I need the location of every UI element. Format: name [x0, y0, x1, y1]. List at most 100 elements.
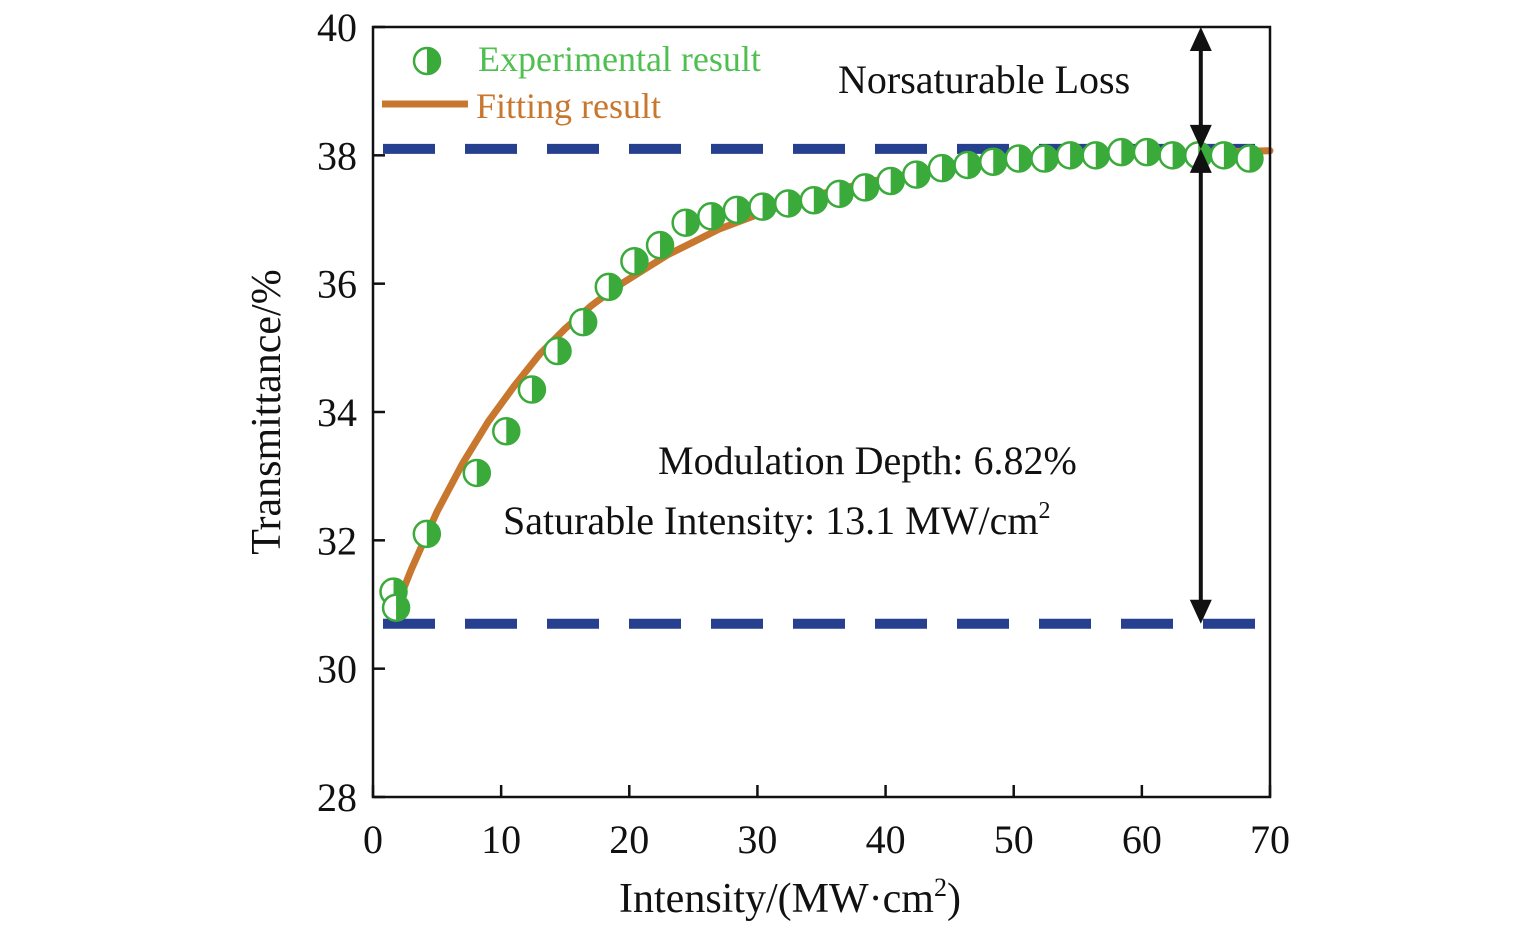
legend-fitting-label: Fitting result [476, 86, 661, 126]
marker-fill [685, 209, 699, 236]
x-axis-ticks: 0 10 20 30 40 50 60 70 [363, 785, 1290, 862]
data-point [620, 246, 649, 276]
legend-experimental-label: Experimental result [478, 39, 761, 79]
data-point [748, 192, 777, 221]
data-point [594, 272, 624, 302]
data-point [671, 208, 700, 237]
data-point [1158, 141, 1187, 170]
y-tick-label: 36 [317, 262, 357, 307]
data-point [978, 147, 1008, 176]
arrow-head-up [1189, 148, 1212, 173]
data-point [697, 202, 726, 231]
data-point [568, 307, 598, 337]
marker-fill [427, 48, 440, 74]
legend-marker-circle [412, 46, 442, 76]
data-point [927, 153, 957, 183]
x-tick-label: 30 [737, 817, 777, 862]
data-point [1107, 137, 1136, 167]
marker-fill [1095, 142, 1109, 169]
saturable-intensity-superscript: 2 [1038, 498, 1050, 524]
data-point [543, 336, 572, 366]
marker-fill [1044, 145, 1058, 172]
marker-fill [711, 203, 725, 230]
marker-fill [531, 376, 545, 403]
marker-fill [967, 151, 981, 178]
x-tick-label: 50 [994, 817, 1034, 862]
data-point [825, 179, 854, 209]
data-point [1132, 137, 1162, 167]
data-point [462, 458, 492, 488]
marker-fill [1172, 142, 1186, 169]
y-tick-label: 38 [317, 133, 357, 178]
x-tick-label: 40 [866, 817, 906, 862]
data-point [381, 593, 411, 622]
data-point [902, 160, 931, 189]
marker-fill [557, 338, 571, 365]
y-tick-label: 34 [317, 390, 357, 435]
marker-fill [941, 155, 955, 182]
x-tick-label: 10 [481, 817, 521, 862]
y-axis-ticks: 28 30 32 34 36 38 40 [317, 5, 385, 820]
data-point [773, 189, 803, 218]
marker-fill [993, 148, 1007, 175]
marker-fill [865, 174, 879, 201]
marker-fill [916, 161, 930, 188]
x-axis-title: Intensity/(MW·cm2) [619, 873, 961, 922]
marker-fill [839, 180, 853, 207]
marker-fill [583, 309, 597, 336]
x-axis-title-close: ) [947, 876, 961, 922]
marker-fill [1121, 139, 1135, 166]
arrow-head-down [1189, 124, 1212, 149]
annotation-arrows [1189, 27, 1212, 624]
marker-fill [1223, 142, 1237, 169]
data-point [1055, 141, 1085, 170]
marker-fill [660, 232, 674, 259]
x-tick-label: 60 [1122, 817, 1162, 862]
marker-fill [476, 459, 490, 486]
legend-experimental-marker [412, 46, 442, 76]
data-point [1030, 144, 1059, 173]
data-point [876, 166, 905, 196]
saturable-intensity-text: Saturable Intensity: 13.1 MW/cm [503, 498, 1038, 543]
data-point [722, 195, 752, 225]
data-point [953, 150, 982, 180]
marker-fill [813, 187, 827, 214]
data-point [645, 230, 675, 260]
marker-fill [1146, 139, 1160, 166]
data-point [1209, 141, 1239, 170]
y-tick-label: 40 [317, 5, 357, 50]
data-point [1081, 141, 1110, 170]
modulation-depth-label: Modulation Depth: 6.82% [658, 438, 1077, 483]
marker-fill [426, 520, 440, 547]
marker-fill [736, 196, 750, 223]
plot-frame [371, 25, 1272, 799]
marker-fill [762, 193, 776, 220]
marker-fill [890, 168, 904, 194]
y-axis-title: Transmittance/% [244, 269, 290, 554]
data-point [850, 173, 880, 202]
data-point [492, 417, 521, 446]
arrow-head-up [1189, 27, 1212, 51]
data-point [1235, 144, 1264, 173]
data-point [412, 519, 442, 549]
legend: Experimental result Fitting result [382, 39, 761, 126]
x-axis-title-text: Intensity/(MW·cm [619, 876, 934, 922]
x-tick-label: 70 [1250, 817, 1290, 862]
marker-fill [634, 248, 648, 275]
marker-fill [608, 273, 622, 300]
marker-fill [396, 594, 410, 621]
marker-fill [506, 418, 520, 445]
marker-fill [1249, 145, 1263, 172]
experimental-points [379, 137, 1264, 622]
x-tick-label: 20 [609, 817, 649, 862]
data-point [517, 375, 547, 404]
marker-fill [1018, 145, 1032, 172]
nonsaturable-loss-label: Norsaturable Loss [838, 57, 1130, 102]
y-tick-label: 30 [317, 647, 357, 692]
marker-fill [788, 190, 802, 217]
y-tick-label: 32 [317, 518, 357, 563]
x-tick-label: 0 [363, 817, 383, 862]
data-point [1004, 144, 1034, 173]
data-point [799, 186, 829, 215]
